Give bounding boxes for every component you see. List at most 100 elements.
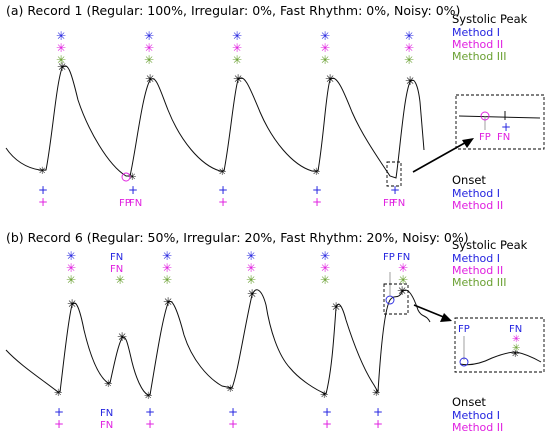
arrow-head-icon (440, 313, 452, 322)
legend-method2: Method II (452, 199, 503, 212)
fn-label: FN (100, 408, 113, 419)
inset-fp-circle (459, 357, 469, 367)
inset-box (455, 94, 545, 150)
peak-star: ✳ (67, 297, 77, 311)
onset-star: ✳ (218, 167, 226, 178)
fp-label: FP (383, 252, 395, 263)
method1-peak-mark: ✳ (320, 29, 330, 43)
peak-star: ✳ (325, 72, 335, 86)
legend-heading: Onset (452, 173, 486, 187)
method2-peak-mark: ✳ (320, 261, 330, 275)
method2-peak-mark: ✳ (404, 41, 414, 55)
onset-star: ✳ (104, 379, 112, 390)
peak-star: ✳ (247, 287, 257, 301)
onset-star: ✳ (372, 388, 380, 399)
panel-b-bottom-marks: + + FN FN + + + + + + + + (54, 405, 383, 431)
inset-fp-circle (480, 111, 490, 121)
legend-method1: Method I (452, 252, 500, 265)
onset-star: ✳ (144, 391, 152, 402)
method2-onset-mark: + (145, 417, 155, 431)
method2-peak-mark: ✳ (66, 261, 76, 275)
legend-method3: Method III (452, 50, 506, 63)
legend-method1: Method I (452, 187, 500, 200)
panel-a-top-marks: ✳ ✳ ✳ ✳ ✳ ✳ ✳ ✳ ✳ ✳ ✳ ✳ ✳ ✳ ✳ (56, 29, 414, 67)
method2-peak-mark: ✳ (246, 261, 256, 275)
method2-onset-mark: + (312, 195, 322, 209)
zoom-arrow (412, 139, 471, 173)
fp-label: FP (383, 198, 395, 209)
inset-fn-label: FN (497, 132, 510, 143)
method3-peak-mark: ✳ (56, 53, 66, 67)
fp-circle (121, 172, 131, 182)
peak-star: ✳ (397, 284, 407, 298)
peak-star: ✳ (145, 72, 155, 86)
method3-peak-mark: ✳ (115, 273, 125, 287)
inset-star: ✳ (512, 343, 520, 354)
inset-fp-label: FP (458, 324, 470, 335)
inset-fn-label: FN (509, 324, 522, 335)
peak-star: ✳ (57, 60, 67, 74)
legend-method3: Method III (452, 276, 506, 289)
onset-star: ✳ (312, 167, 320, 178)
method2-peak-mark: ✳ (144, 41, 154, 55)
method1-onset-mark: + (390, 183, 400, 197)
legend-method1: Method I (452, 409, 500, 422)
method1-onset-mark: + (38, 183, 48, 197)
method1-onset-mark: + (128, 183, 138, 197)
onset-star: ✳ (38, 166, 46, 177)
panel-b-onset-stars: ✳ ✳ ✳ ✳ ✳ ✳ (54, 379, 380, 402)
method1-onset-mark: + (218, 183, 228, 197)
legend-heading: Systolic Peak (452, 238, 528, 252)
method1-peak-mark: ✳ (66, 249, 76, 263)
zoom-arrow (413, 304, 447, 319)
fp-label: FP (119, 198, 131, 209)
inset-waveform (459, 351, 542, 366)
inset-waveform (458, 115, 541, 119)
method1-peak-mark: ✳ (404, 29, 414, 43)
onset-star: ✳ (128, 172, 136, 183)
method3-peak-mark: ✳ (246, 273, 256, 287)
panel-b-legend-onset: Onset Method I Method II (452, 395, 503, 434)
method1-peak-mark: ✳ (320, 249, 330, 263)
fn-label: FN (397, 252, 410, 263)
method2-onset-mark: + (322, 417, 332, 431)
method3-peak-mark: ✳ (162, 273, 172, 287)
legend-heading: Systolic Peak (452, 12, 528, 26)
method1-onset-mark: + (145, 405, 155, 419)
fn-label: FN (110, 252, 123, 263)
peak-star: ✳ (331, 300, 341, 314)
arrow-head-icon (462, 138, 474, 148)
method2-onset-mark: + (373, 417, 383, 431)
legend-method2: Method II (452, 421, 503, 434)
legend-method2: Method II (452, 264, 503, 277)
method3-peak-mark: ✳ (232, 53, 242, 67)
fn-label: FN (129, 198, 142, 209)
method1-peak-mark: ✳ (56, 29, 66, 43)
method2-peak-mark: ✳ (162, 261, 172, 275)
method1-onset-mark: + (373, 405, 383, 419)
panel-a-waveform (5, 65, 425, 179)
panel-a-title: (a) Record 1 (Regular: 100%, Irregular: … (6, 3, 460, 18)
fn-label: FN (100, 420, 113, 431)
method2-onset-mark: + (54, 417, 64, 431)
panel-b-legend-systolic: Systolic Peak Method I Method II Method … (452, 238, 528, 289)
method2-peak-mark: ✳ (56, 41, 66, 55)
onset-star: ✳ (320, 390, 328, 401)
method1-onset-mark: + (322, 405, 332, 419)
method1-peak-mark: ✳ (162, 249, 172, 263)
inset-peak-star: ✳ (511, 349, 519, 360)
panel-a-bottom-marks: + + + FP FN + + + + + FP FN (38, 183, 405, 209)
method1-onset-mark: + (312, 183, 322, 197)
panel-b-title: (b) Record 6 (Regular: 50%, Irregular: 2… (6, 230, 469, 245)
onset-star: ✳ (54, 388, 62, 399)
method2-peak-mark: ✳ (398, 261, 408, 275)
panel-a-onset-stars: ✳ ✳ ✳ ✳ (38, 166, 320, 183)
panel-a-peak-stars: ✳ ✳ ✳ ✳ ✳ (57, 60, 415, 88)
inset-fp-label: FP (479, 132, 491, 143)
method3-peak-mark: ✳ (320, 53, 330, 67)
fn-label: FN (110, 264, 123, 275)
method2-onset-mark: + (228, 417, 238, 431)
method3-peak-mark: ✳ (144, 53, 154, 67)
method1-onset-mark: + (54, 405, 64, 419)
